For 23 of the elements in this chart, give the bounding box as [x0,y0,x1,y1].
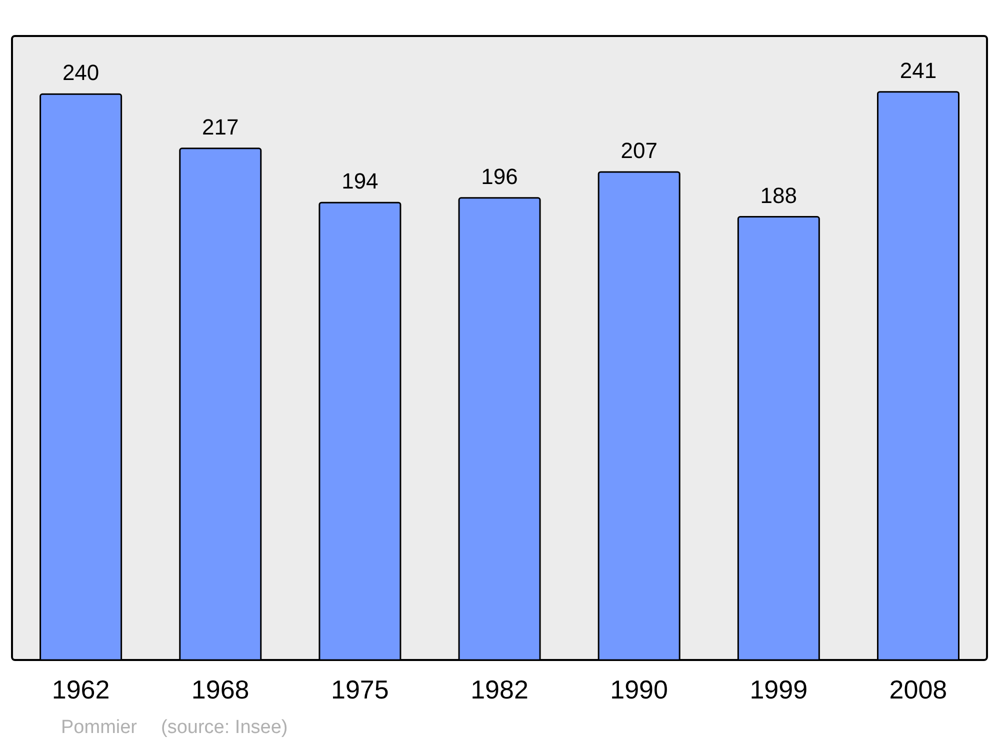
bar [40,93,122,661]
bar [737,216,820,661]
bar [876,91,960,661]
bar [179,148,262,661]
data-label: 217 [202,114,239,140]
x-tick-label: 1962 [52,674,110,704]
text: Pommier [61,717,138,738]
x-tick-label: 2008 [889,674,948,704]
x-tick-label: 1982 [470,674,528,704]
x-tick-label: 1999 [750,674,808,704]
data-label: 207 [620,138,658,163]
bar [458,197,541,661]
x-tick-label: 1968 [191,674,250,704]
data-label: 188 [760,182,798,208]
x-tick-label: 1975 [331,674,389,704]
data-label: 194 [342,168,378,194]
text: (source: Insee) [161,717,288,738]
data-label: 241 [900,58,937,83]
bar [318,202,402,661]
data-label: 240 [62,60,100,86]
x-tick-label: 1990 [610,674,668,704]
data-label: 196 [481,164,518,189]
bar [598,171,680,661]
